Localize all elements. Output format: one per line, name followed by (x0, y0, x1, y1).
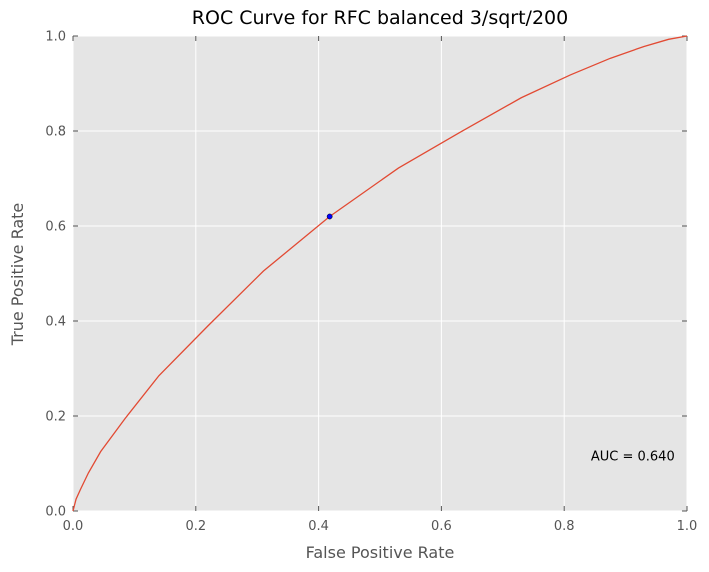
grid-lines (72, 35, 688, 512)
auc-annotation: AUC = 0.640 (591, 449, 675, 464)
x-tick-label: 0.6 (431, 519, 452, 534)
y-tick-label: 0.2 (45, 410, 66, 425)
y-tick-label: 0.6 (45, 220, 66, 235)
operating-point (326, 213, 333, 220)
plot-area (73, 36, 687, 511)
x-tick-label: 0.0 (63, 519, 84, 534)
roc-curve-line (72, 35, 688, 512)
x-tick-label: 0.8 (554, 519, 575, 534)
y-tick-label: 0.0 (45, 505, 66, 520)
y-tick-label: 0.4 (45, 315, 66, 330)
x-axis-label: False Positive Rate (306, 543, 455, 562)
tick-labels: 0.0 0.2 0.4 0.6 0.8 1.0 0.0 0.2 0.4 0.6 0.8 1.0 (45, 30, 697, 535)
x-tick-label: 0.2 (185, 519, 206, 534)
y-tick-label: 1.0 (45, 30, 66, 45)
x-tick-label: 0.4 (308, 519, 329, 534)
x-tick-label: 1.0 (677, 519, 698, 534)
y-axis-label: True Positive Rate (8, 203, 27, 347)
chart-title: ROC Curve for RFC balanced 3/sqrt/200 (192, 7, 568, 29)
y-tick-label: 0.8 (45, 125, 66, 140)
